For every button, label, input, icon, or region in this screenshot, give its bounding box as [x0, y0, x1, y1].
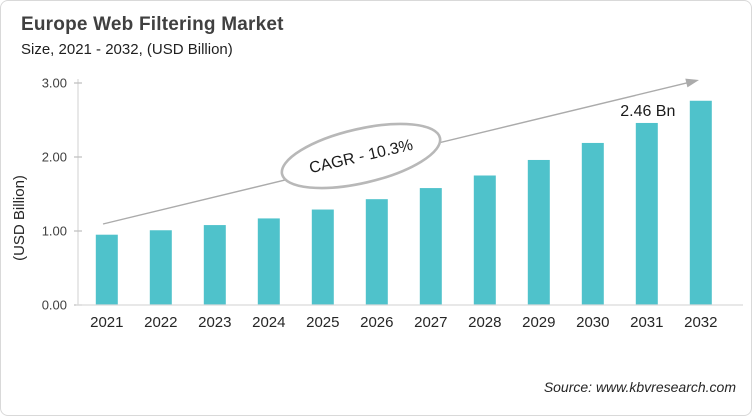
x-tick-label: 2027	[414, 314, 447, 331]
x-tick-label: 2021	[90, 314, 123, 331]
x-tick-label: 2024	[252, 314, 285, 331]
y-axis-title: (USD Billion)	[11, 175, 28, 261]
bar-2023	[203, 225, 226, 305]
bar-2029	[527, 159, 550, 305]
x-tick-label: 2028	[468, 314, 501, 331]
x-tick-label: 2029	[522, 314, 555, 331]
cagr-ellipse	[280, 122, 442, 190]
x-tick-label: 2023	[198, 314, 231, 331]
chart-title: Europe Web Filtering Market	[21, 14, 284, 35]
y-tick-label: 0.00	[42, 298, 67, 313]
trend-arrow-head	[685, 78, 699, 88]
bar-2030	[581, 142, 604, 305]
chart-subtitle: Size, 2021 - 2032, (USD Billion)	[21, 41, 233, 58]
y-tick-label: 2.00	[42, 150, 67, 165]
bar-2031	[635, 122, 658, 306]
bar-2026	[365, 199, 388, 305]
x-tick-label: 2022	[144, 314, 177, 331]
x-tick-label: 2032	[684, 314, 717, 331]
bar-2028	[473, 175, 496, 305]
bar-2022	[149, 230, 172, 305]
bar-2027	[419, 188, 442, 305]
source-attribution: Source: www.kbvresearch.com	[543, 379, 736, 395]
value-callout-label: 2.46 Bn	[620, 103, 675, 120]
bar-2032	[689, 100, 712, 305]
bar-2021	[95, 234, 118, 305]
x-tick-label: 2026	[360, 314, 393, 331]
y-tick-label: 1.00	[42, 224, 67, 239]
bar-2024	[257, 218, 280, 305]
x-tick-label: 2031	[630, 314, 663, 331]
y-tick-label: 3.00	[42, 76, 67, 91]
x-tick-label: 2030	[576, 314, 609, 331]
x-tick-label: 2025	[306, 314, 339, 331]
bar-2025	[311, 209, 334, 305]
